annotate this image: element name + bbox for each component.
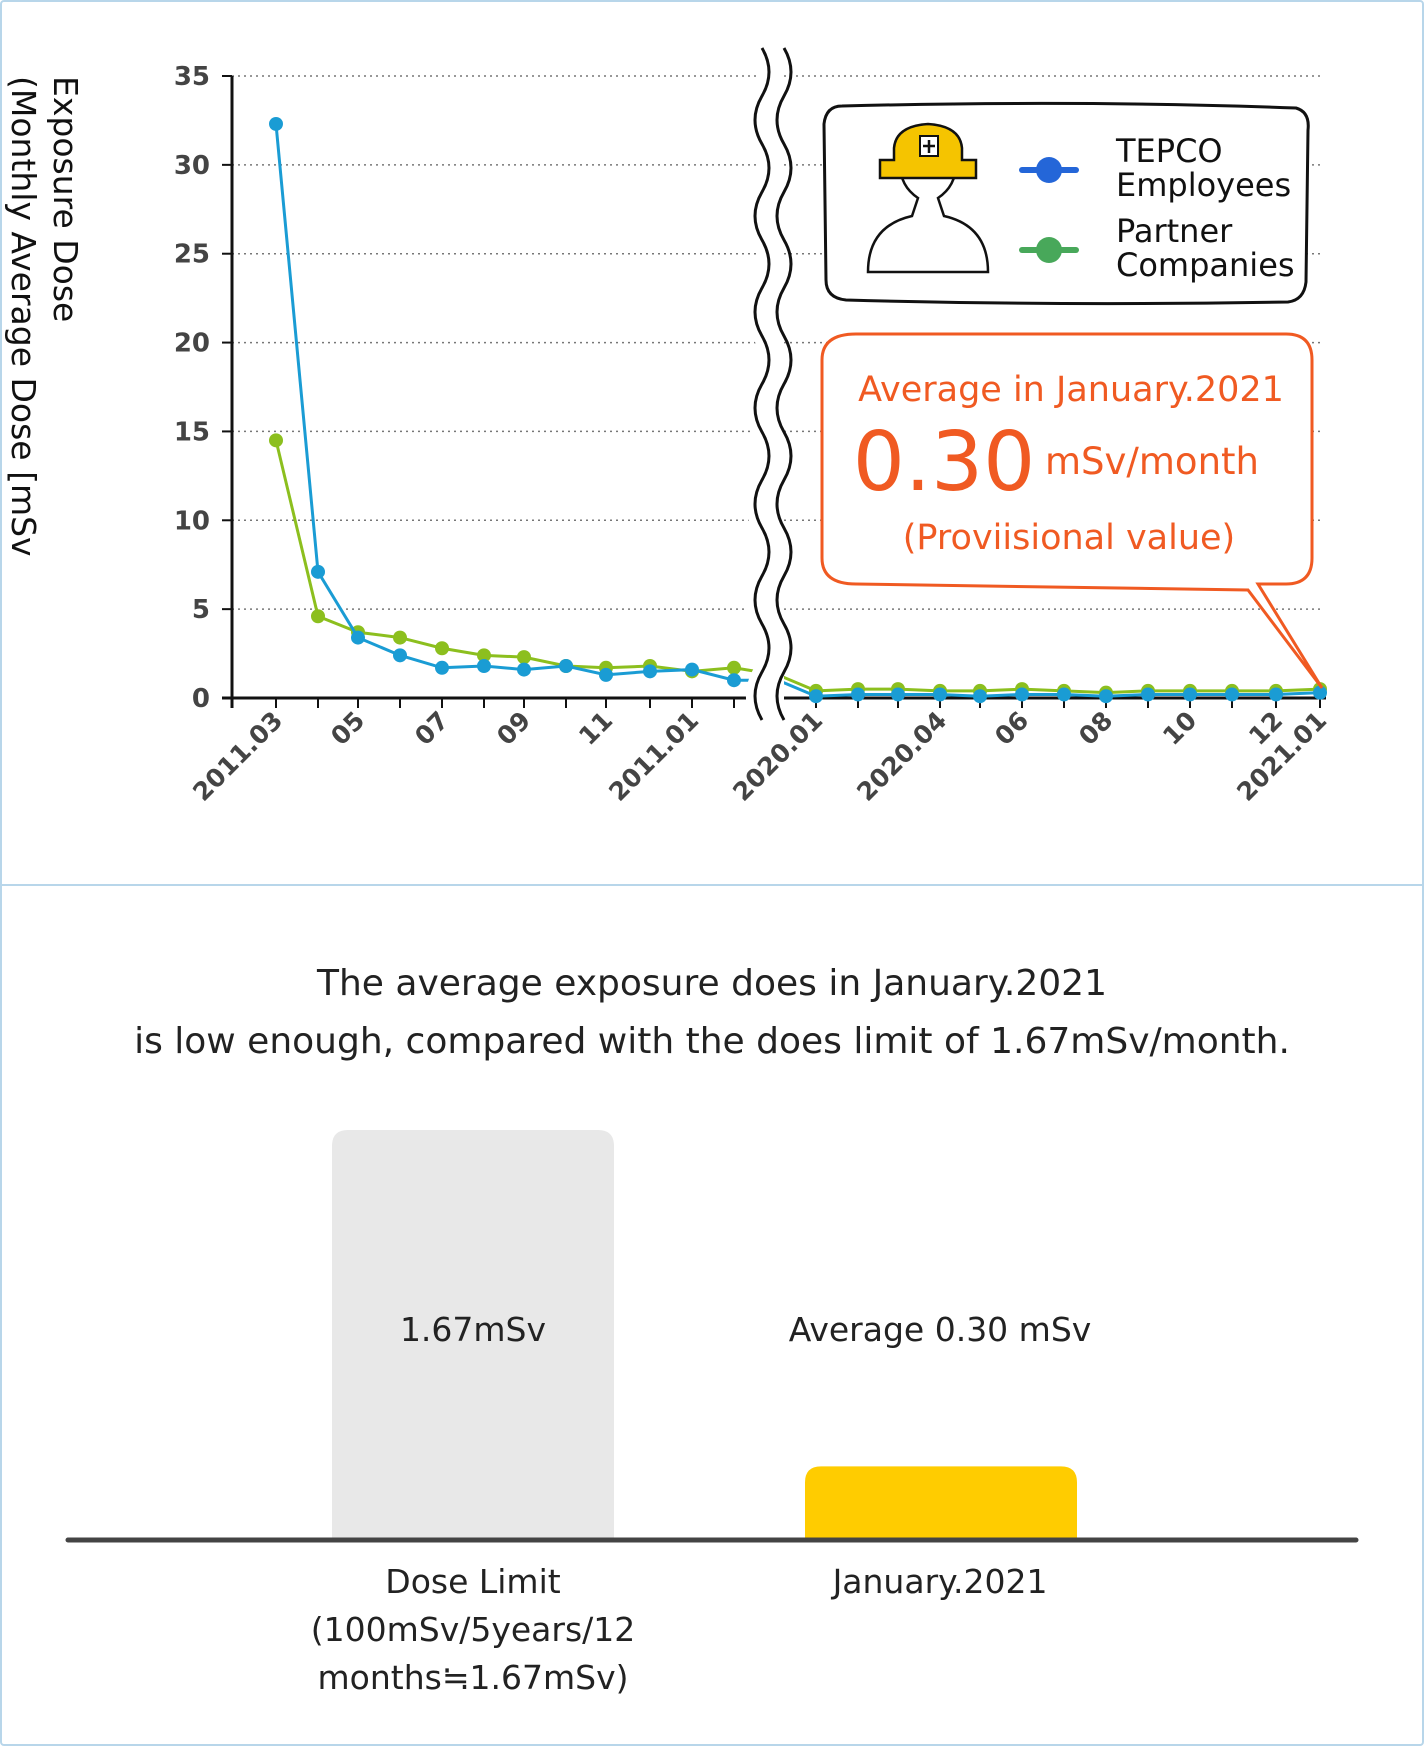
axis-break-line-left [753, 47, 771, 721]
data-point-tepco-employees [933, 687, 947, 702]
y-tick-label: 0 [192, 684, 210, 714]
category-label-dose-limit-line1: Dose Limit [385, 1562, 561, 1601]
bar-dose-limit [332, 1130, 614, 1540]
category-label-dose-limit: Dose Limit (100mSv/5years/12 months≒1.67… [253, 1558, 693, 1702]
data-point-partner-companies [517, 650, 531, 665]
callout-unit: mSv/month [1045, 440, 1259, 483]
y-tick-label: 35 [174, 62, 210, 92]
legend-label-tepco-line1: TEPCO [1115, 132, 1223, 170]
data-point-tepco-employees [1269, 687, 1283, 702]
y-tick-label: 5 [192, 595, 210, 625]
summary-text: The average exposure does in January.202… [0, 955, 1424, 1071]
data-point-tepco-employees [311, 564, 325, 579]
data-point-tepco-employees [1183, 687, 1197, 702]
data-point-partner-companies [269, 433, 283, 448]
data-point-tepco-employees [1099, 689, 1113, 704]
data-point-partner-companies [311, 609, 325, 624]
data-point-tepco-employees [435, 660, 449, 675]
legend-label-partner-line1: Partner [1116, 212, 1233, 250]
legend-marker-tepco [1036, 157, 1062, 183]
axis-break-line-right [775, 47, 793, 721]
y-tick-label: 20 [174, 329, 210, 359]
data-point-tepco-employees [1015, 687, 1029, 702]
y-tick-label: 30 [174, 151, 210, 181]
legend-label-tepco-line2: Employees [1116, 166, 1291, 204]
y-tick-label: 15 [174, 417, 210, 447]
data-point-tepco-employees [643, 664, 657, 679]
y-tick-label: 25 [174, 240, 210, 270]
data-point-tepco-employees [809, 689, 823, 704]
category-label-january: January.2021 [790, 1558, 1090, 1606]
helmet-cross-icon [923, 140, 935, 153]
category-label-dose-limit-line2: (100mSv/5years/12 [310, 1610, 636, 1649]
category-label-january-line1: January.2021 [832, 1562, 1048, 1601]
summary-line2: is low enough, compared with the does li… [134, 1021, 1290, 1062]
data-point-tepco-employees [727, 673, 741, 688]
callout-bubble [820, 332, 1324, 689]
data-point-tepco-employees [269, 116, 283, 131]
callout-value: 0.30 [853, 415, 1036, 510]
data-point-tepco-employees [1225, 687, 1239, 702]
series-line-tepco-employees [274, 123, 1321, 698]
data-point-tepco-employees [559, 659, 573, 674]
data-point-tepco-employees [973, 689, 987, 704]
data-point-tepco-employees [477, 659, 491, 674]
y-tick-label: 10 [174, 506, 210, 536]
data-point-tepco-employees [1313, 685, 1327, 700]
summary-line1: The average exposure does in January.202… [317, 963, 1107, 1004]
callout-title: Average in January.2021 [858, 370, 1284, 410]
data-point-tepco-employees [599, 667, 613, 682]
data-point-tepco-employees [351, 630, 365, 645]
data-point-tepco-employees [1057, 687, 1071, 702]
data-point-tepco-employees [517, 662, 531, 677]
data-point-partner-companies [435, 641, 449, 656]
data-point-tepco-employees [685, 662, 699, 677]
data-point-tepco-employees [393, 648, 407, 663]
data-point-partner-companies [393, 630, 407, 645]
callout-note: (Proviisional value) [903, 518, 1235, 558]
bar-value-label-dose-limit: 1.67mSv [399, 1310, 547, 1349]
data-point-tepco-employees [851, 687, 865, 702]
data-point-tepco-employees [891, 687, 905, 702]
bar-january-2021 [805, 1466, 1077, 1540]
bar-value-label-january: Average 0.30 mSv [788, 1310, 1092, 1349]
data-point-partner-companies [477, 648, 491, 663]
data-point-partner-companies [727, 660, 741, 675]
data-point-tepco-employees [1141, 687, 1155, 702]
category-label-dose-limit-line3: months≒1.67mSv) [317, 1658, 629, 1697]
section-divider [0, 884, 1424, 886]
series-line-partner-companies [274, 439, 1321, 695]
legend-label-partner-line2: Companies [1116, 246, 1295, 284]
legend-marker-partner [1036, 237, 1062, 263]
